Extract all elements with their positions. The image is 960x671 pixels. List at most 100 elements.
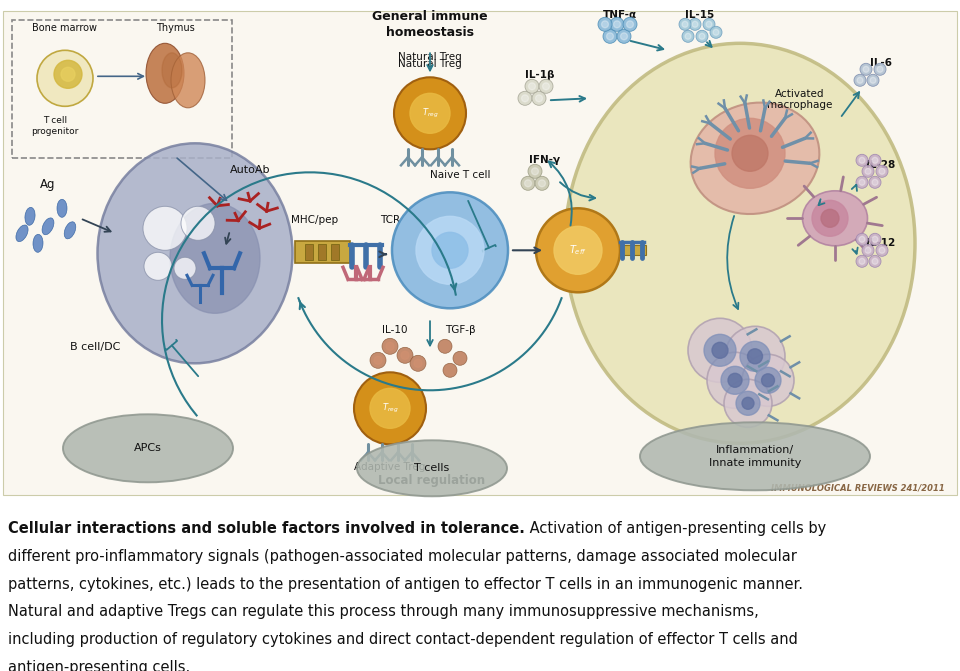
Circle shape bbox=[869, 255, 881, 267]
Circle shape bbox=[682, 30, 694, 42]
Circle shape bbox=[518, 91, 532, 105]
Circle shape bbox=[862, 244, 874, 256]
Text: IL-12: IL-12 bbox=[866, 238, 895, 248]
Circle shape bbox=[529, 83, 536, 90]
Circle shape bbox=[865, 168, 871, 174]
Ellipse shape bbox=[171, 53, 205, 108]
Text: General immune: General immune bbox=[372, 10, 488, 23]
Circle shape bbox=[865, 248, 871, 254]
Circle shape bbox=[856, 234, 868, 246]
Circle shape bbox=[410, 356, 426, 371]
Circle shape bbox=[728, 373, 742, 387]
Circle shape bbox=[354, 372, 426, 444]
Text: IFN-γ: IFN-γ bbox=[529, 155, 561, 165]
Circle shape bbox=[856, 255, 868, 267]
Circle shape bbox=[443, 363, 457, 377]
Circle shape bbox=[539, 180, 545, 187]
Circle shape bbox=[144, 252, 172, 280]
Circle shape bbox=[877, 66, 883, 72]
Circle shape bbox=[394, 77, 466, 150]
Circle shape bbox=[539, 79, 553, 93]
Circle shape bbox=[856, 154, 868, 166]
Ellipse shape bbox=[63, 222, 76, 238]
Circle shape bbox=[535, 176, 549, 191]
Circle shape bbox=[401, 352, 409, 359]
Circle shape bbox=[696, 30, 708, 42]
Circle shape bbox=[613, 21, 620, 28]
Circle shape bbox=[536, 208, 620, 293]
Circle shape bbox=[528, 164, 542, 178]
Text: IL-28: IL-28 bbox=[866, 160, 895, 170]
Circle shape bbox=[682, 21, 688, 28]
Text: patterns, cytokines, etc.) leads to the presentation of antigen to effector T ce: patterns, cytokines, etc.) leads to the … bbox=[8, 576, 803, 592]
Circle shape bbox=[397, 348, 413, 363]
Text: $T_{reg}$: $T_{reg}$ bbox=[421, 107, 439, 120]
Circle shape bbox=[143, 206, 187, 250]
Circle shape bbox=[879, 248, 885, 254]
Circle shape bbox=[710, 26, 722, 38]
FancyBboxPatch shape bbox=[331, 244, 339, 260]
Ellipse shape bbox=[170, 203, 260, 313]
Circle shape bbox=[392, 193, 508, 308]
Ellipse shape bbox=[162, 53, 182, 88]
Text: T cells: T cells bbox=[415, 463, 449, 473]
Text: Activation of antigen-presenting cells by: Activation of antigen-presenting cells b… bbox=[524, 521, 826, 536]
Circle shape bbox=[876, 165, 888, 177]
Text: TCR: TCR bbox=[380, 215, 400, 225]
Circle shape bbox=[712, 342, 728, 358]
Circle shape bbox=[689, 18, 701, 30]
FancyBboxPatch shape bbox=[3, 11, 957, 495]
Circle shape bbox=[617, 30, 631, 44]
Circle shape bbox=[542, 83, 549, 90]
Circle shape bbox=[370, 352, 386, 368]
Text: TGF-β: TGF-β bbox=[444, 325, 475, 336]
Circle shape bbox=[713, 30, 719, 36]
Circle shape bbox=[602, 21, 609, 28]
Circle shape bbox=[859, 179, 865, 185]
Text: IL-15: IL-15 bbox=[685, 10, 714, 20]
Circle shape bbox=[706, 21, 712, 28]
Circle shape bbox=[532, 91, 546, 105]
Text: Natural Treg: Natural Treg bbox=[398, 52, 462, 62]
Circle shape bbox=[370, 389, 410, 428]
Circle shape bbox=[721, 366, 749, 395]
Text: IL-1β: IL-1β bbox=[525, 70, 555, 81]
Ellipse shape bbox=[803, 191, 868, 246]
Circle shape bbox=[521, 176, 535, 191]
Circle shape bbox=[525, 79, 539, 93]
Circle shape bbox=[692, 21, 698, 28]
Circle shape bbox=[870, 77, 876, 83]
Circle shape bbox=[755, 367, 781, 393]
Text: AutoAb: AutoAb bbox=[229, 165, 271, 175]
Ellipse shape bbox=[63, 414, 233, 482]
Text: Natural and adaptive Tregs can regulate this process through many immunosuppress: Natural and adaptive Tregs can regulate … bbox=[8, 605, 758, 619]
Text: Inflammation/
Innate immunity: Inflammation/ Innate immunity bbox=[708, 445, 802, 468]
Circle shape bbox=[374, 356, 382, 364]
FancyBboxPatch shape bbox=[305, 244, 313, 260]
Text: IL-6: IL-6 bbox=[870, 58, 892, 68]
Text: antigen-presenting cells.: antigen-presenting cells. bbox=[8, 660, 190, 671]
Circle shape bbox=[707, 352, 763, 408]
Circle shape bbox=[862, 165, 874, 177]
Text: $T_{reg}$: $T_{reg}$ bbox=[382, 402, 398, 415]
Ellipse shape bbox=[43, 217, 53, 236]
Ellipse shape bbox=[25, 207, 36, 225]
Circle shape bbox=[37, 50, 93, 106]
Ellipse shape bbox=[56, 200, 68, 217]
Circle shape bbox=[685, 34, 691, 40]
Circle shape bbox=[554, 226, 602, 274]
Circle shape bbox=[740, 342, 770, 371]
Text: Activated
macrophage: Activated macrophage bbox=[767, 89, 832, 110]
Circle shape bbox=[627, 21, 634, 28]
Circle shape bbox=[854, 74, 866, 87]
Circle shape bbox=[607, 33, 613, 40]
Circle shape bbox=[879, 168, 885, 174]
Text: Naive T cell: Naive T cell bbox=[430, 170, 491, 180]
Text: Bone marrow: Bone marrow bbox=[33, 23, 98, 34]
FancyBboxPatch shape bbox=[318, 244, 326, 260]
Circle shape bbox=[524, 180, 532, 187]
Circle shape bbox=[742, 397, 754, 409]
Circle shape bbox=[386, 342, 394, 350]
Circle shape bbox=[859, 157, 865, 163]
Circle shape bbox=[181, 206, 215, 240]
